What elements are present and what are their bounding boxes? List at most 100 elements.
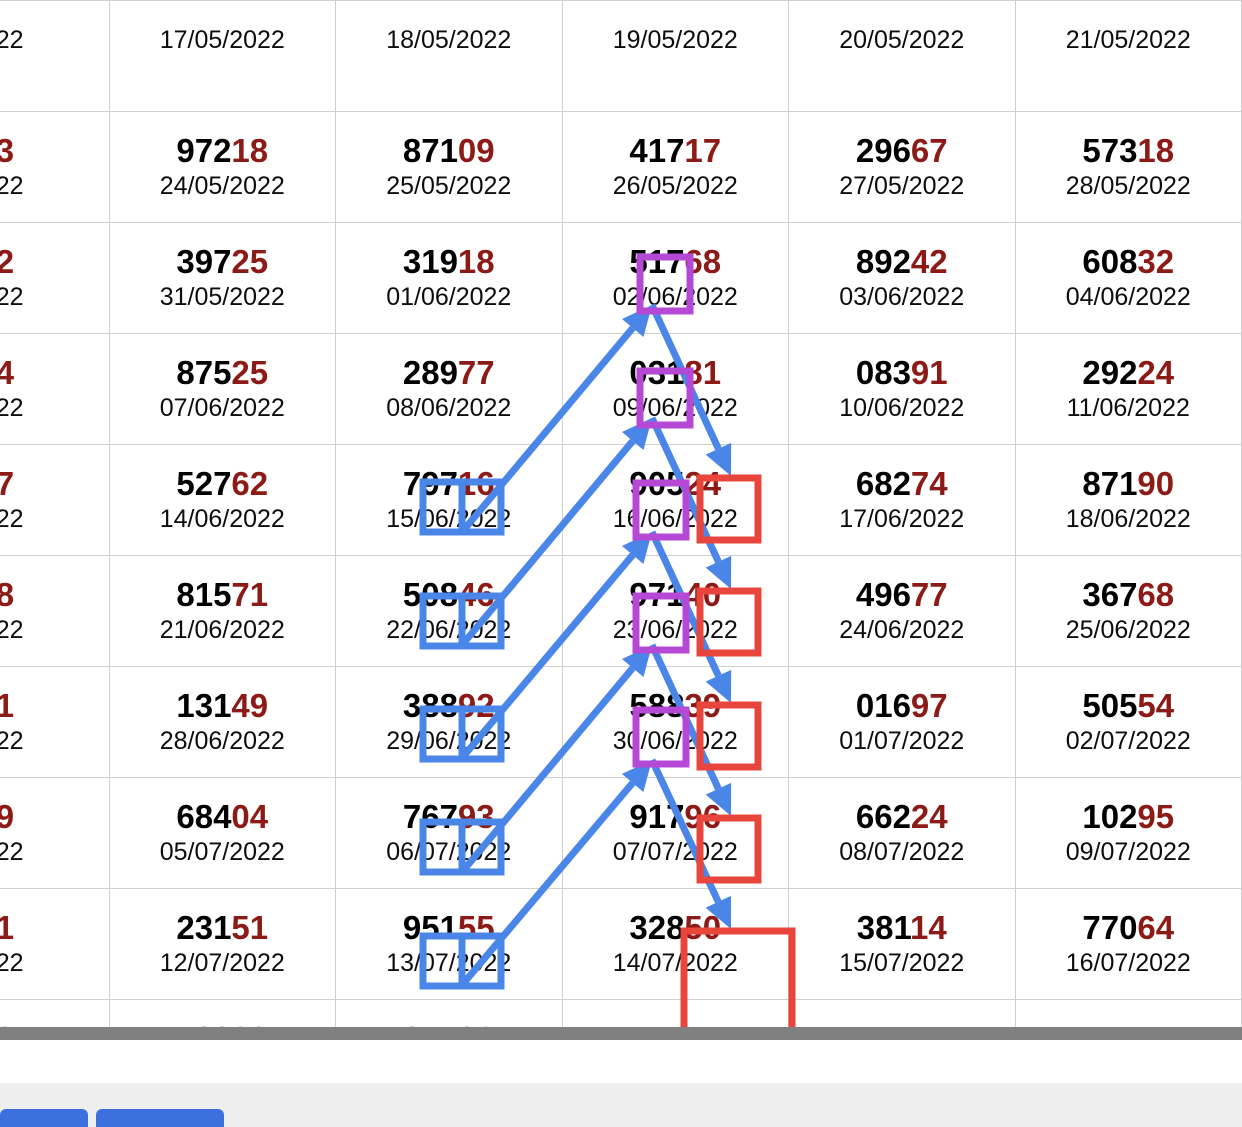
result-cell[interactable]: 97140 23/06/2022 <box>561 555 789 667</box>
result-cell-content: 10295 09/07/2022 <box>1016 778 1242 888</box>
result-number-tail: 74 <box>910 465 948 502</box>
result-cell[interactable]: 01697 01/07/2022 <box>788 666 1016 778</box>
result-cell[interactable]: 97218 24/05/2022 <box>108 111 336 223</box>
result-cell[interactable]: 50846 22/06/2022 <box>335 555 563 667</box>
result-date: 21/05/2022 <box>1065 26 1191 54</box>
result-cell[interactable]: 19/05/2022 <box>561 0 789 112</box>
result-cell[interactable]: 03181 09/06/2022 <box>561 333 789 445</box>
result-number-head: 292 <box>1082 354 1138 391</box>
footer-button-primary[interactable] <box>0 1109 88 1127</box>
result-cell[interactable]: 39725 31/05/2022 <box>108 222 336 334</box>
result-cell[interactable]: 392022 <box>0 777 110 889</box>
result-number-tail: 17 <box>684 132 722 169</box>
result-number-tail: 46 <box>457 576 495 613</box>
result-number: 71 <box>0 687 14 725</box>
result-date: 2022 <box>0 505 24 533</box>
result-cell[interactable]: 31918 01/06/2022 <box>335 222 563 334</box>
result-cell[interactable]: 58839 30/06/2022 <box>561 666 789 778</box>
result-cell[interactable]: 76793 06/07/2022 <box>335 777 563 889</box>
result-date: 06/07/2022 <box>386 838 512 866</box>
result-date: 07/07/2022 <box>612 838 738 866</box>
result-cell[interactable]: 68274 17/06/2022 <box>788 444 1016 556</box>
result-cell[interactable]: 51768 02/06/2022 <box>561 222 789 334</box>
result-cell[interactable]: 87525 07/06/2022 <box>108 333 336 445</box>
result-cell[interactable]: 28977 08/06/2022 <box>335 333 563 445</box>
result-cell[interactable]: 23151 12/07/2022 <box>108 888 336 1000</box>
result-cell[interactable]: 29224 11/06/2022 <box>1014 333 1242 445</box>
result-cell[interactable]: 52762 14/06/2022 <box>108 444 336 556</box>
result-cell[interactable]: 17/05/2022 <box>108 0 336 112</box>
result-cell[interactable]: 79716 15/06/2022 <box>335 444 563 556</box>
result-cell-content: 17/05/2022 <box>110 1 336 111</box>
result-cell[interactable]: 082022 <box>0 555 110 667</box>
result-cell[interactable]: 90524 16/06/2022 <box>561 444 789 556</box>
result-cell[interactable]: 41717 26/05/2022 <box>561 111 789 223</box>
result-cell[interactable]: 132022 <box>0 111 110 223</box>
result-number-tail: 14 <box>910 909 947 946</box>
result-date: 02/06/2022 <box>612 283 738 311</box>
result-cell[interactable]: 38114 15/07/2022 <box>788 888 1016 1000</box>
result-cell-content: 60832 04/06/2022 <box>1016 223 1242 333</box>
result-number: 52762 <box>176 465 268 503</box>
result-number-head: 319 <box>402 243 458 280</box>
result-cell-content: 29667 27/05/2022 <box>789 112 1015 222</box>
result-number-tail: 92 <box>457 687 495 724</box>
result-cell[interactable]: 81571 21/06/2022 <box>108 555 336 667</box>
result-cell[interactable]: 50554 02/07/2022 <box>1014 666 1242 778</box>
result-cell[interactable]: 87190 18/06/2022 <box>1014 444 1242 556</box>
result-cell-content: 79716 15/06/2022 <box>336 445 562 555</box>
result-cell[interactable]: 21/05/2022 <box>1014 0 1242 112</box>
result-number-head: 682 <box>855 465 911 502</box>
result-cell-content: 81571 21/06/2022 <box>110 556 336 666</box>
result-cell[interactable]: 77064 16/07/2022 <box>1014 888 1242 1000</box>
result-cell[interactable]: 66224 08/07/2022 <box>788 777 1016 889</box>
result-cell[interactable]: 08391 10/06/2022 <box>788 333 1016 445</box>
result-number-tail: 95 <box>1137 798 1175 835</box>
result-number: 49677 <box>856 576 948 614</box>
result-cell[interactable]: 49677 24/06/2022 <box>788 555 1016 667</box>
result-cell-content: 50846 22/06/2022 <box>336 556 562 666</box>
result-date: 19/05/2022 <box>612 26 738 54</box>
result-cell[interactable]: 32850 14/07/2022 <box>561 888 789 1000</box>
result-cell[interactable]: 10295 09/07/2022 <box>1014 777 1242 889</box>
result-number: 38114 <box>857 909 947 947</box>
result-cell-content: 08391 10/06/2022 <box>789 334 1015 444</box>
footer-button-secondary[interactable] <box>96 1109 224 1127</box>
result-cell[interactable]: 36768 25/06/2022 <box>1014 555 1242 667</box>
result-cell[interactable]: 60832 04/06/2022 <box>1014 222 1242 334</box>
result-cell[interactable]: 38892 29/06/2022 <box>335 666 563 778</box>
result-number-head: 951 <box>402 909 458 946</box>
result-cell[interactable]: 29667 27/05/2022 <box>788 111 1016 223</box>
result-cell[interactable]: 122022 <box>0 222 110 334</box>
result-date: 18/06/2022 <box>1065 505 1191 533</box>
result-cell[interactable]: 13149 28/06/2022 <box>108 666 336 778</box>
result-cell[interactable]: 2022 <box>0 0 110 112</box>
result-cell[interactable]: 842022 <box>0 333 110 445</box>
result-number-tail: 54 <box>1137 687 1175 724</box>
result-number-tail: 16 <box>457 465 495 502</box>
result-number: 23151 <box>176 909 268 947</box>
result-cell[interactable]: 20/05/2022 <box>788 0 1016 112</box>
result-number-tail: 51 <box>231 909 269 946</box>
result-cell[interactable]: 68404 05/07/2022 <box>108 777 336 889</box>
result-cell-content: 712022 <box>0 667 109 777</box>
result-number-tail: 91 <box>910 354 948 391</box>
result-cell[interactable]: 91796 07/07/2022 <box>561 777 789 889</box>
result-cell[interactable]: 712022 <box>0 666 110 778</box>
result-number: 01 <box>0 909 14 947</box>
result-cell[interactable]: 95155 13/07/2022 <box>335 888 563 1000</box>
result-cell[interactable]: 012022 <box>0 888 110 1000</box>
horizontal-scrollbar[interactable] <box>0 1027 1242 1040</box>
result-date: 01/07/2022 <box>839 727 965 755</box>
page-whitespace <box>0 1040 1242 1083</box>
result-number: 08391 <box>856 354 948 392</box>
result-cell[interactable]: 89242 03/06/2022 <box>788 222 1016 334</box>
result-cell[interactable]: 18/05/2022 <box>335 0 563 112</box>
result-number: 50554 <box>1082 687 1174 725</box>
result-date: 14/07/2022 <box>612 949 738 977</box>
result-cell[interactable]: 87109 25/05/2022 <box>335 111 563 223</box>
result-cell[interactable]: 272022 <box>0 444 110 556</box>
result-cell[interactable]: 57318 28/05/2022 <box>1014 111 1242 223</box>
